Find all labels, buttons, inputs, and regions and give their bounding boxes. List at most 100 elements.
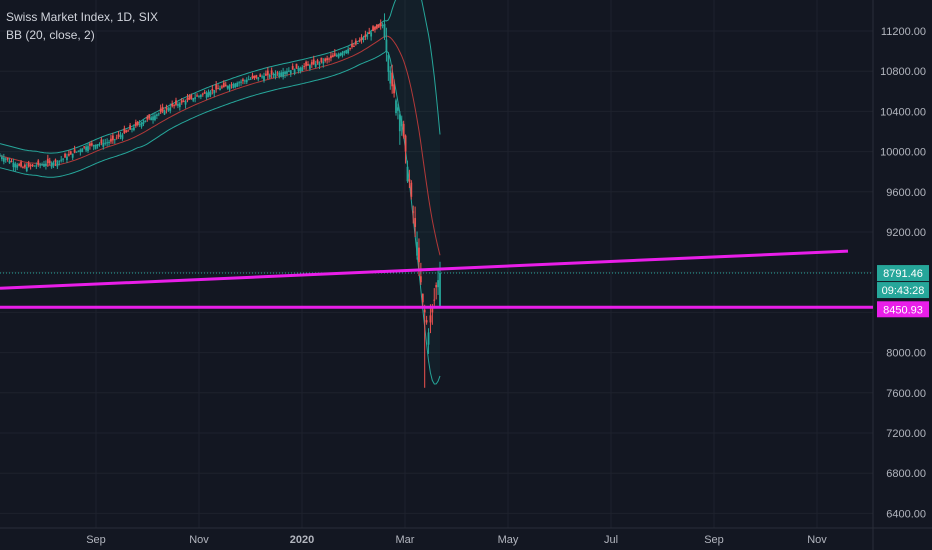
candle-body[interactable] [175, 100, 177, 105]
candle-body[interactable] [142, 121, 145, 124]
candle-body[interactable] [66, 156, 68, 161]
candle-body[interactable] [297, 68, 300, 71]
candle-body[interactable] [345, 50, 348, 54]
candle-body[interactable] [217, 88, 219, 90]
candle-body[interactable] [184, 101, 187, 105]
candle-body[interactable] [374, 27, 376, 30]
candle-body[interactable] [150, 117, 153, 121]
candle-body[interactable] [289, 70, 292, 74]
candle-body[interactable] [92, 145, 95, 147]
candle-body[interactable] [286, 71, 288, 74]
candle-body[interactable] [81, 148, 84, 153]
candle-body[interactable] [368, 31, 371, 35]
candle-body[interactable] [4, 158, 7, 160]
candle-body[interactable] [119, 135, 122, 137]
candle-body[interactable] [180, 100, 183, 103]
candle-body[interactable] [154, 115, 156, 121]
candle-body[interactable] [102, 143, 105, 147]
candle-body[interactable] [89, 143, 91, 146]
candle-body[interactable] [203, 91, 206, 94]
candle-body[interactable] [232, 84, 235, 89]
candle-body[interactable] [67, 154, 70, 156]
candle-body[interactable] [425, 320, 428, 323]
candle-body[interactable] [337, 54, 340, 58]
candle-body[interactable] [328, 58, 330, 60]
candle-body[interactable] [163, 110, 166, 115]
candle-body[interactable] [249, 78, 252, 80]
rising-trendline[interactable] [0, 249, 849, 290]
candle-body[interactable] [25, 167, 28, 172]
candle-body[interactable] [64, 153, 66, 158]
candle-body[interactable] [291, 66, 294, 70]
candle-body[interactable] [0, 155, 1, 157]
candle-body[interactable] [410, 182, 413, 197]
candle-body[interactable] [190, 95, 193, 99]
candle-body[interactable] [192, 98, 195, 101]
candle-body[interactable] [354, 40, 357, 45]
candle-body[interactable] [69, 151, 72, 155]
candle-body[interactable] [60, 159, 63, 161]
candle-body[interactable] [75, 151, 78, 153]
candle-body[interactable] [90, 143, 93, 146]
candle-body[interactable] [20, 161, 22, 167]
symbol-title[interactable]: Swiss Market Index, 1D, SIX [6, 10, 159, 24]
candle-body[interactable] [110, 138, 112, 142]
candle-body[interactable] [230, 84, 233, 86]
candle-body[interactable] [395, 100, 397, 114]
candle-body[interactable] [393, 84, 395, 94]
candle-body[interactable] [16, 164, 19, 168]
candle-body[interactable] [50, 162, 53, 168]
candle-body[interactable] [177, 104, 179, 106]
candle-body[interactable] [427, 332, 430, 345]
candle-body[interactable] [213, 90, 216, 94]
candle-body[interactable] [391, 72, 394, 87]
candle-body[interactable] [408, 179, 411, 182]
candle-body[interactable] [324, 58, 327, 62]
candle-body[interactable] [167, 108, 170, 111]
candle-body[interactable] [201, 93, 204, 95]
candle-body[interactable] [62, 158, 65, 160]
candle-body[interactable] [234, 83, 237, 87]
candle-body[interactable] [52, 162, 55, 166]
candle-body[interactable] [56, 161, 59, 167]
candle-body[interactable] [134, 122, 137, 127]
candle-body[interactable] [173, 104, 175, 106]
candle-body[interactable] [209, 91, 212, 96]
candle-body[interactable] [282, 72, 285, 77]
candle-body[interactable] [125, 130, 128, 133]
candle-body[interactable] [198, 95, 200, 97]
candle-body[interactable] [347, 49, 350, 54]
candle-body[interactable] [437, 280, 439, 288]
candle-body[interactable] [121, 134, 124, 139]
candle-body[interactable] [280, 72, 283, 77]
candle-body[interactable] [2, 157, 5, 162]
candle-body[interactable] [259, 74, 262, 77]
candle-body[interactable] [136, 121, 139, 125]
candle-body[interactable] [48, 160, 51, 163]
candle-body[interactable] [375, 24, 378, 29]
candle-body[interactable] [356, 43, 359, 45]
candle-body[interactable] [362, 38, 365, 40]
candle-body[interactable] [131, 128, 133, 130]
candle-body[interactable] [404, 135, 407, 152]
candle-body[interactable] [129, 125, 131, 130]
candle-body[interactable] [330, 55, 332, 59]
candle-body[interactable] [106, 142, 109, 144]
candle-body[interactable] [305, 61, 307, 67]
candle-body[interactable] [1, 156, 3, 160]
candle-body[interactable] [41, 164, 43, 166]
candle-body[interactable] [433, 299, 436, 301]
candle-body[interactable] [245, 79, 248, 83]
candle-body[interactable] [406, 166, 409, 182]
candle-body[interactable] [155, 114, 158, 116]
candle-body[interactable] [326, 58, 329, 61]
candle-body[interactable] [251, 75, 254, 79]
candle-body[interactable] [320, 57, 323, 63]
candle-body[interactable] [270, 70, 273, 75]
candle-body[interactable] [33, 165, 36, 167]
candle-body[interactable] [343, 51, 346, 53]
candle-body[interactable] [211, 89, 214, 91]
candle-body[interactable] [14, 163, 17, 168]
candle-body[interactable] [152, 116, 154, 121]
candle-body[interactable] [429, 315, 432, 323]
